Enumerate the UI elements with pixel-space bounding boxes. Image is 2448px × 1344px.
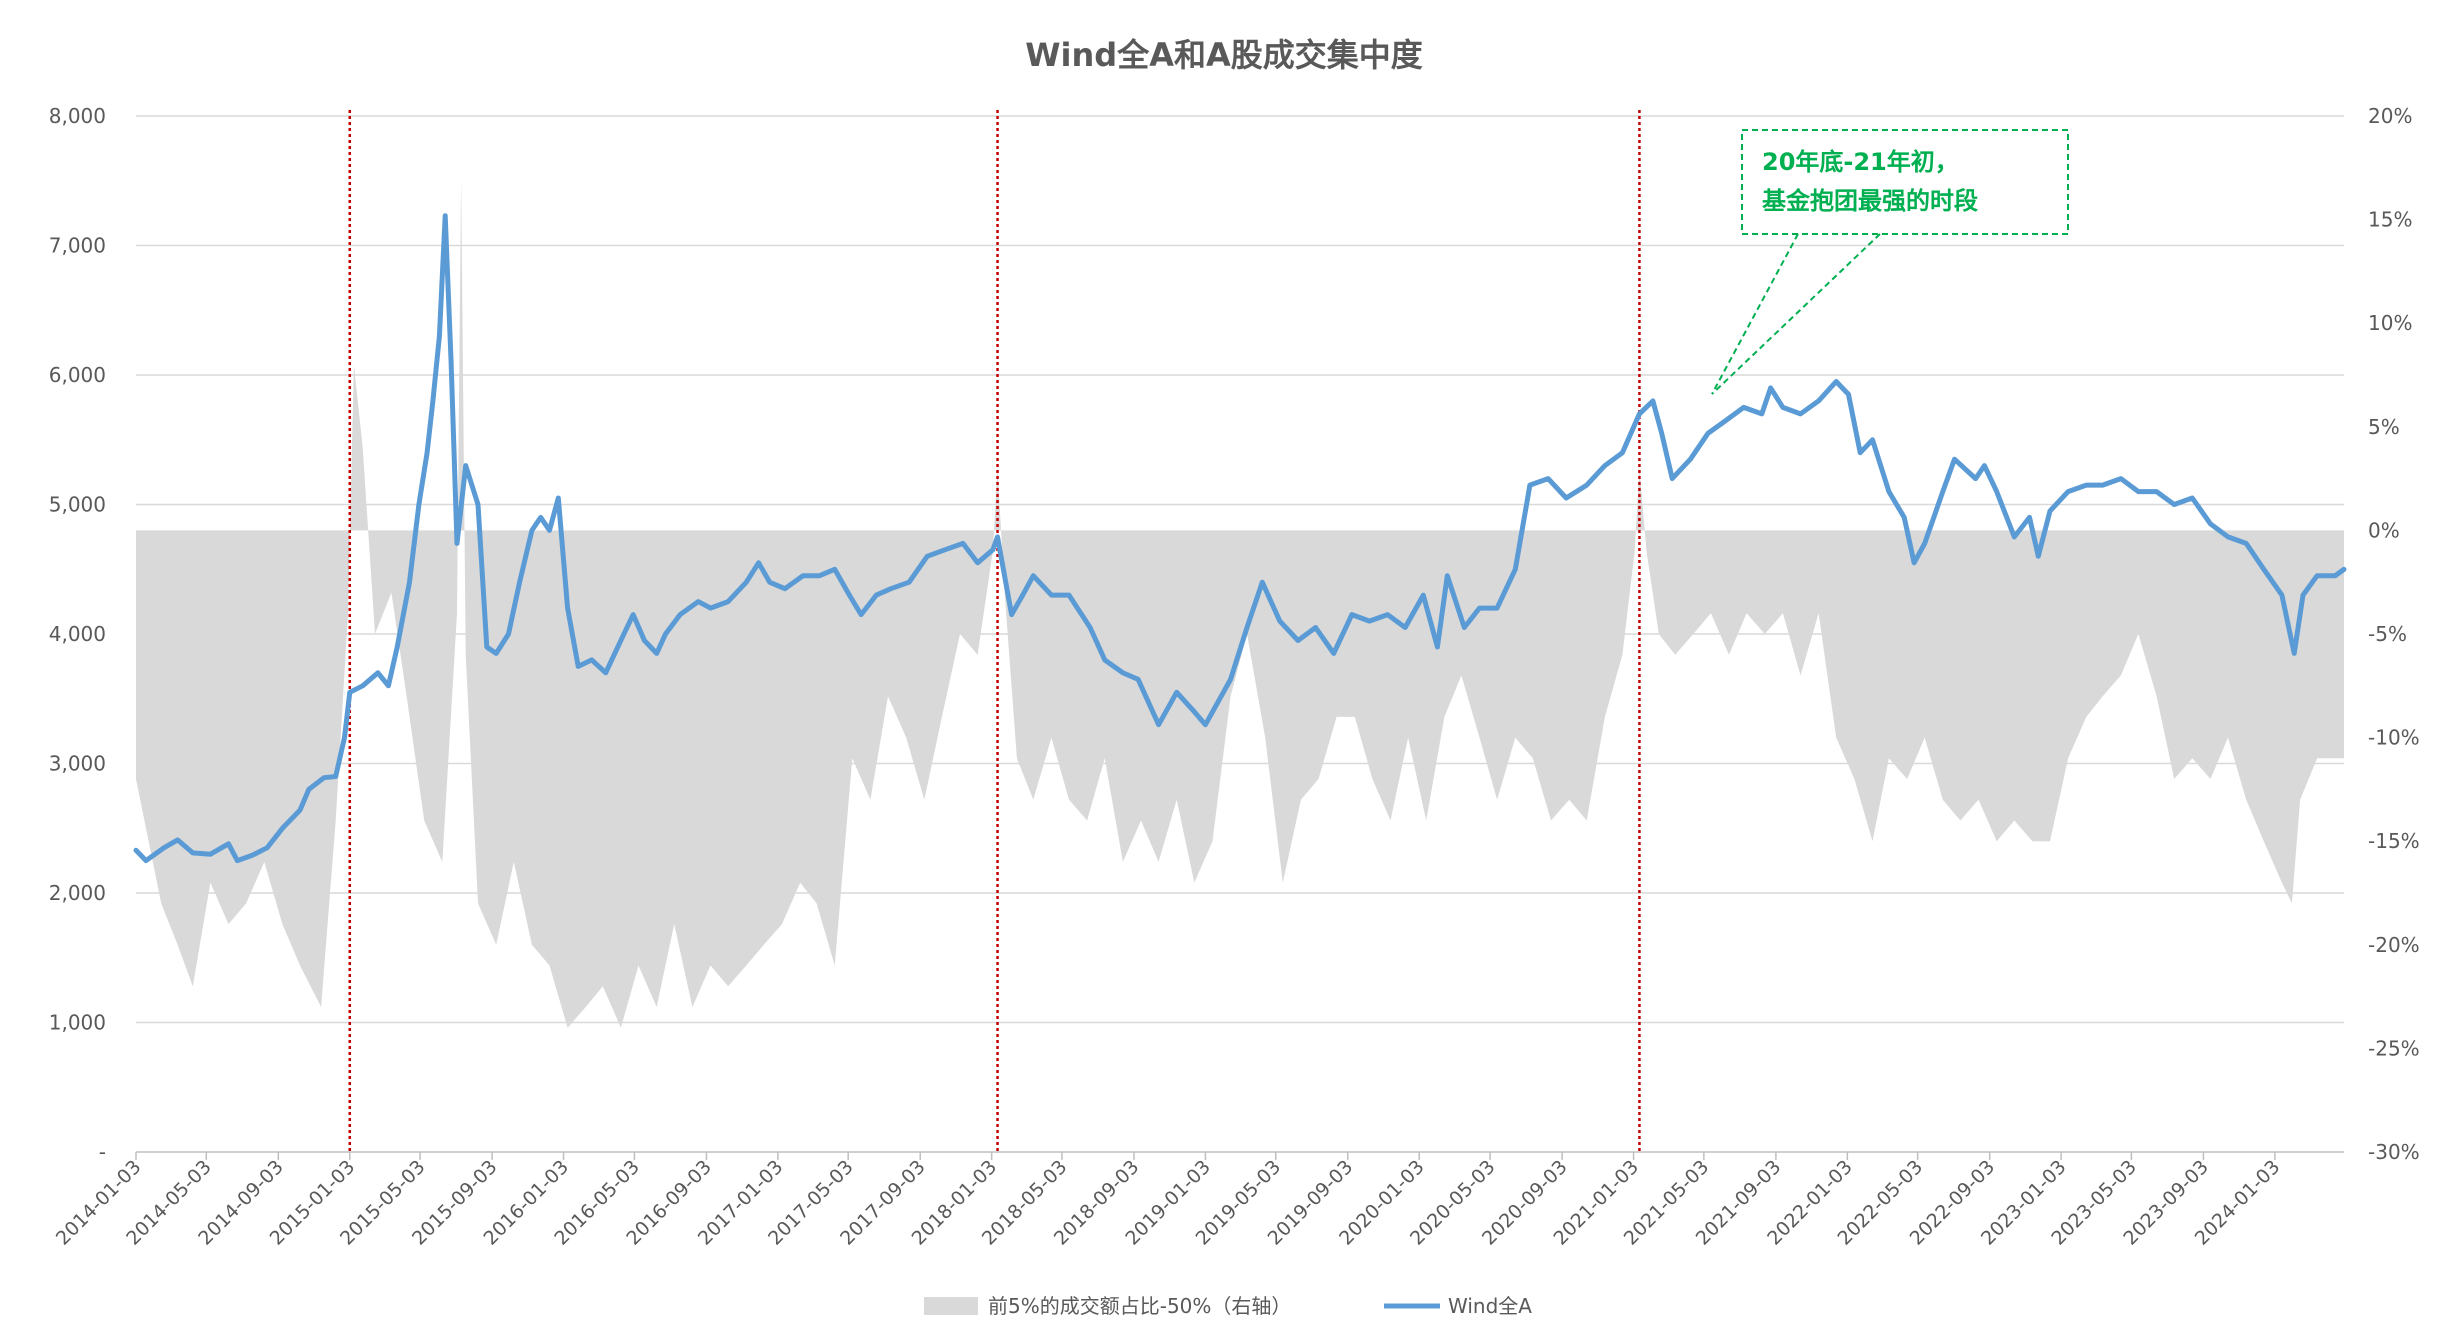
left-tick-label: 1,000: [49, 1011, 106, 1035]
annotation-pointer-2: [1711, 233, 1881, 395]
annotation-line-1: 20年底-21年初，: [1762, 148, 1959, 176]
right-axis-ticks: -30% -25% -20% -15% -10% -5% 0% 5% 10% 15% 20%: [2368, 104, 2420, 1164]
left-tick-label: 4,000: [49, 622, 106, 646]
right-tick-label: -10%: [2368, 726, 2420, 750]
right-tick-label: -15%: [2368, 829, 2420, 853]
annotation-line-2: 基金抱团最强的时段: [1762, 187, 1978, 215]
right-tick-label: -30%: [2368, 1140, 2420, 1164]
area-series-path: [136, 178, 2344, 1028]
annotation: 20年底-21年初， 基金抱团最强的时段: [1711, 129, 2069, 395]
left-tick-label: 5,000: [49, 493, 106, 517]
legend-swatch-area: [924, 1297, 978, 1315]
left-tick-label: -: [99, 1140, 106, 1164]
right-tick-label: -20%: [2368, 933, 2420, 957]
legend-label-area: 前5%的成交额占比-50%（右轴）: [988, 1294, 1291, 1318]
right-tick-label: 20%: [2368, 104, 2412, 128]
line-series-path: [133, 213, 2347, 864]
chart-title: Wind全A和A股成交集中度: [1025, 36, 1423, 74]
left-tick-label: 3,000: [49, 752, 106, 776]
line-series-layer: [133, 213, 2347, 864]
left-tick-label: 2,000: [49, 881, 106, 905]
annotation-box: [1741, 129, 2069, 235]
left-tick-label: 7,000: [49, 234, 106, 258]
legend-label-line: Wind全A: [1448, 1294, 1532, 1318]
right-tick-label: 10%: [2368, 311, 2412, 335]
right-tick-label: -25%: [2368, 1036, 2420, 1060]
right-tick-label: 15%: [2368, 208, 2412, 232]
annotation-pointer-1: [1711, 233, 1799, 395]
right-tick-label: -5%: [2368, 622, 2407, 646]
area-series-layer: [136, 178, 2344, 1028]
right-tick-label: 0%: [2368, 518, 2400, 542]
legend: 前5%的成交额占比-50%（右轴） Wind全A: [924, 1294, 1532, 1318]
right-tick-label: 5%: [2368, 415, 2400, 439]
left-tick-label: 8,000: [49, 104, 106, 128]
left-axis-ticks: - 1,000 2,000 3,000 4,000 5,000 6,000 7,000 8,00…: [49, 104, 106, 1164]
left-tick-label: 6,000: [49, 363, 106, 387]
x-axis: 2014-01-032014-05-032014-09-032015-01-03…: [52, 1152, 2284, 1250]
